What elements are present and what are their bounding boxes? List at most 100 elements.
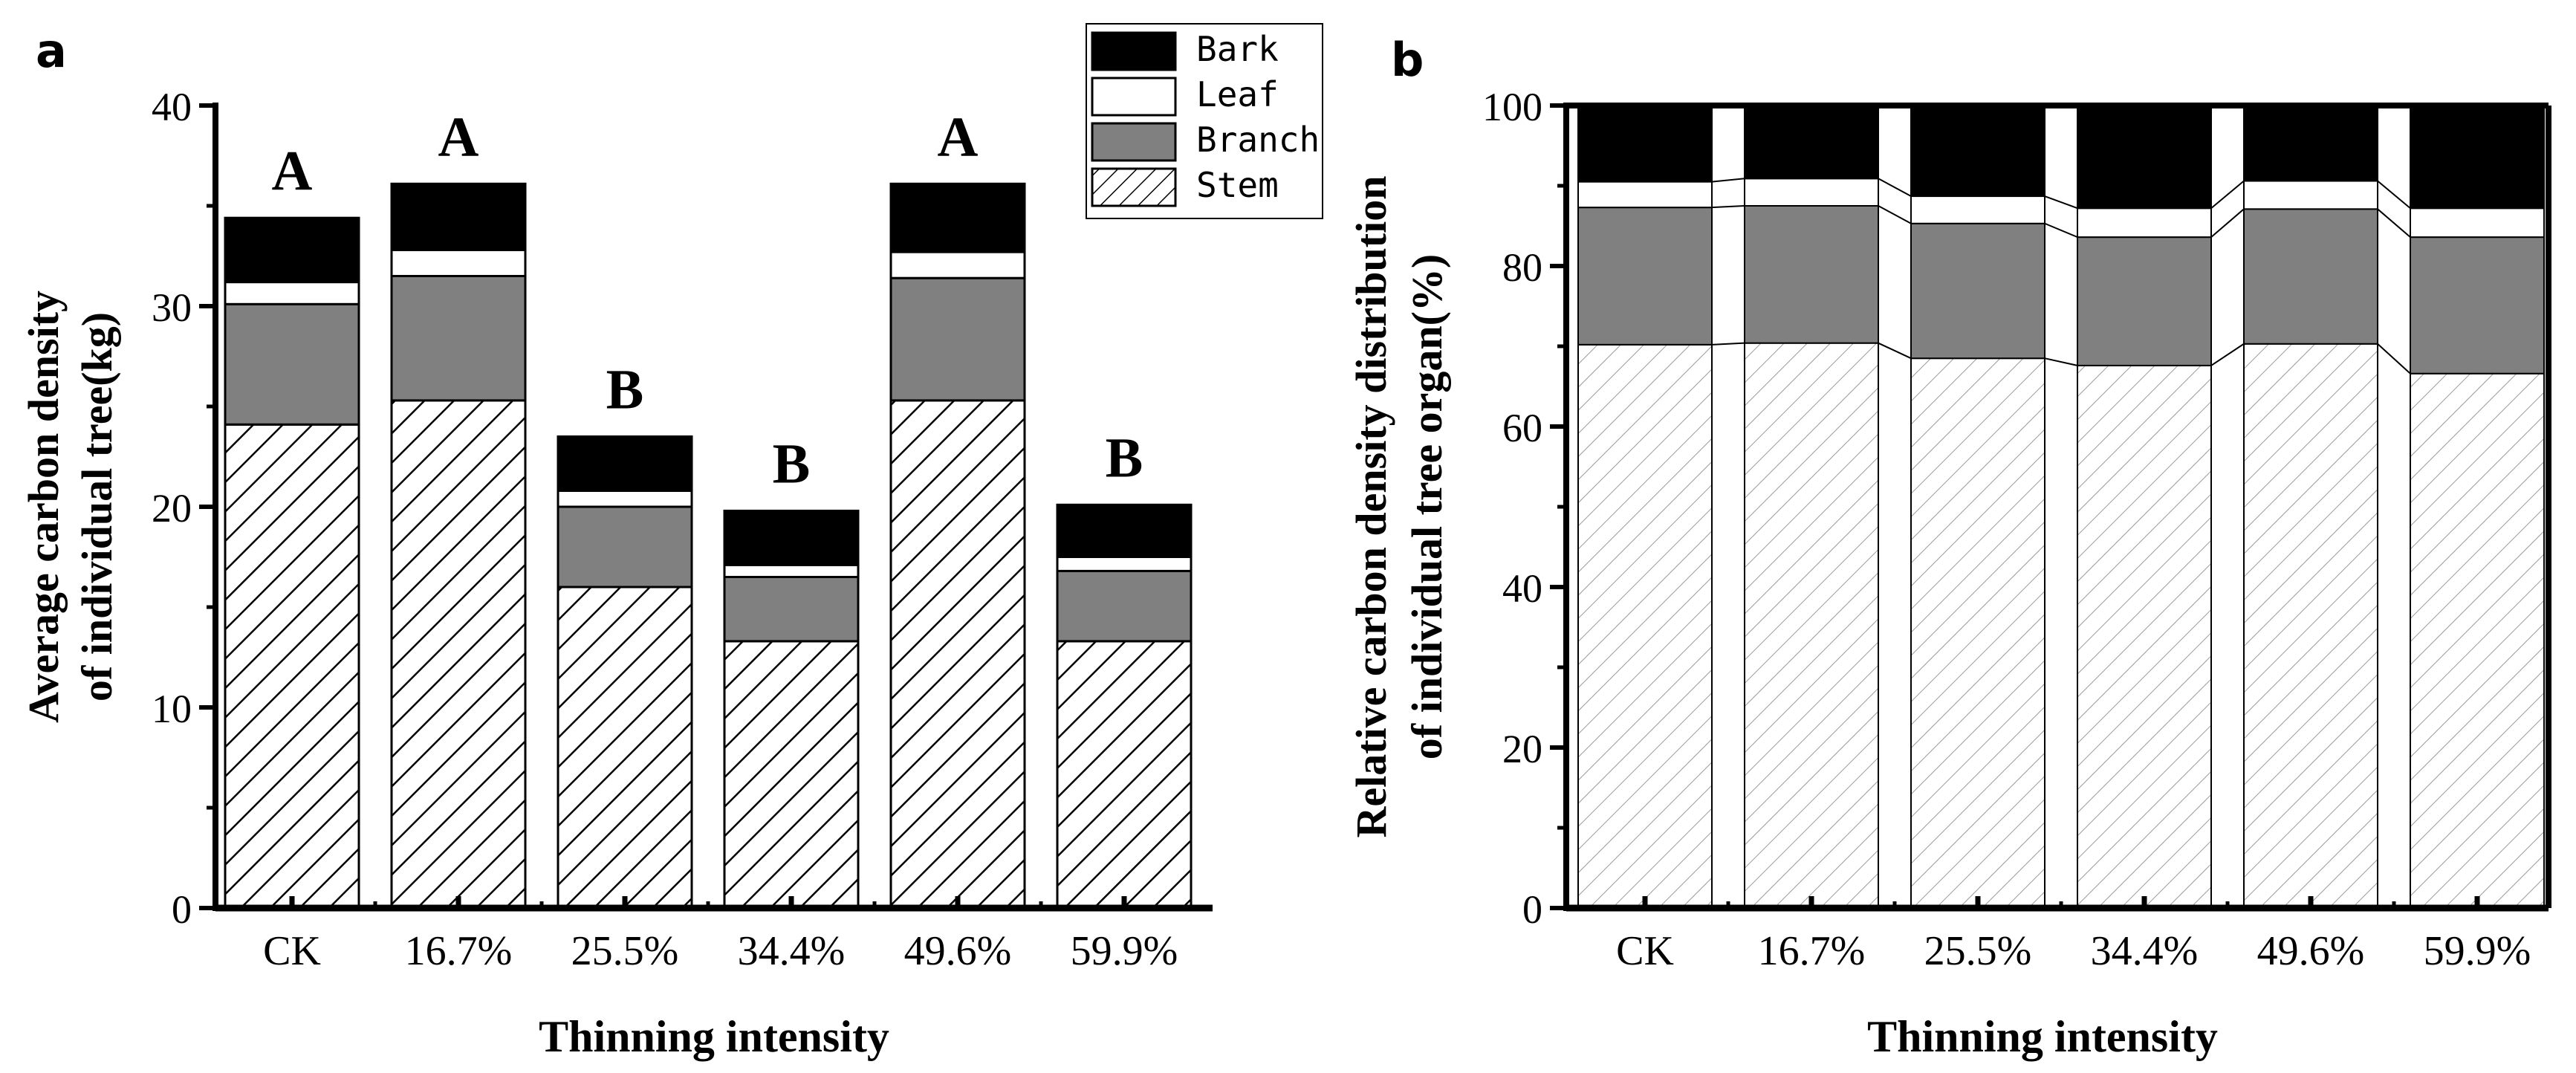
bar-leaf-1 <box>1577 181 1713 209</box>
legend-swatch-bark <box>1091 31 1177 71</box>
bar-branch-2 <box>390 275 527 402</box>
y-axis-title: Relative carbon density distribution <box>1347 176 1395 838</box>
connector-line <box>2044 357 2078 366</box>
x-tick-label: 49.6% <box>904 928 1012 974</box>
connector-line <box>2210 208 2245 238</box>
connector-line <box>1878 205 1912 224</box>
bar-bark-2 <box>390 182 527 251</box>
bar-bark-5 <box>889 182 1026 253</box>
bar-stem-1 <box>1577 343 1713 909</box>
x-tick-label: 59.9% <box>2424 928 2531 974</box>
bar-branch-6 <box>2410 236 2545 375</box>
bar-stem-2 <box>1744 342 1879 909</box>
connector-line <box>1878 342 1912 360</box>
connector-line <box>1711 178 1745 183</box>
y-tick-label: 0 <box>172 887 192 932</box>
bar-bark-6 <box>1056 503 1193 558</box>
legend: Bark Leaf Branch Stem <box>1086 23 1323 219</box>
connector-line <box>2377 208 2411 238</box>
bar-leaf-3 <box>1910 195 2045 224</box>
legend-label: Leaf <box>1196 74 1279 114</box>
x-tick-label: 34.4% <box>2091 928 2199 974</box>
y-tick-label: 20 <box>1502 727 1542 771</box>
x-tick-label: 59.9% <box>1071 928 1178 974</box>
bar-bark-3 <box>1910 105 2045 198</box>
bar-branch-3 <box>557 505 693 589</box>
x-axis-title: Thinning intensity <box>1867 1012 2218 1061</box>
bar-bark-3 <box>557 435 693 492</box>
connector-line <box>2377 180 2411 210</box>
significance-letter: B <box>606 359 644 421</box>
bar-leaf-5 <box>2243 180 2378 210</box>
bar-bark-4 <box>2077 105 2212 210</box>
significance-letter: A <box>938 106 979 168</box>
significance-letter: B <box>773 432 811 495</box>
connector-line <box>1711 342 1745 346</box>
legend-swatch-leaf <box>1091 77 1177 117</box>
bar-branch-5 <box>2243 208 2378 345</box>
panel-label-b: b <box>1391 33 1424 87</box>
connector-line <box>1878 178 1912 197</box>
bar-leaf-1 <box>224 281 360 305</box>
connector-line <box>2210 343 2245 366</box>
bar-stem-1 <box>224 423 360 910</box>
bar-bark-5 <box>2243 105 2378 182</box>
bar-branch-1 <box>1577 207 1713 346</box>
panel-a: A A B B A B 0 10 20 30 40 CK 16.7% 25.5% 34.4% 49.6% 59.… <box>19 85 1213 1061</box>
y-tick-label: 60 <box>1502 406 1542 450</box>
bar-stem-4 <box>723 640 860 910</box>
connector-line <box>2044 222 2078 239</box>
legend-swatch-stem <box>1091 167 1177 207</box>
bar-stem-3 <box>557 586 693 910</box>
connector-line <box>1711 205 1745 209</box>
bar-branch-5 <box>889 276 1026 402</box>
bar-leaf-2 <box>1744 178 1879 207</box>
bar-bark-2 <box>1744 105 1879 180</box>
bar-bark-4 <box>723 509 860 566</box>
legend-label: Bark <box>1196 29 1279 69</box>
bar-bark-1 <box>224 216 360 284</box>
x-tick-label: 49.6% <box>2257 928 2365 974</box>
y-tick-label: 30 <box>152 285 192 330</box>
bar-stem-5 <box>2243 343 2378 909</box>
x-tick-label: CK <box>263 928 321 974</box>
legend-swatch-branch <box>1091 122 1177 162</box>
y-axis-title: of individual tree organ(%) <box>1403 254 1451 759</box>
x-tick-label: 25.5% <box>1924 928 2032 974</box>
bar-stem-4 <box>2077 364 2212 910</box>
bar-stem-6 <box>2410 372 2545 910</box>
bar-stem-6 <box>1056 640 1193 910</box>
x-tick-label: 16.7% <box>1758 928 1866 974</box>
bar-leaf-4 <box>2077 207 2212 239</box>
y-tick-label: 80 <box>1502 245 1542 290</box>
y-tick-label: 0 <box>1522 887 1542 932</box>
x-axis-title: Thinning intensity <box>539 1012 889 1061</box>
bar-leaf-4 <box>723 563 860 578</box>
bar-branch-4 <box>723 576 860 643</box>
x-tick-label: 25.5% <box>571 928 679 974</box>
bar-bark-6 <box>2410 105 2545 210</box>
significance-letter: B <box>1106 427 1143 489</box>
bar-leaf-6 <box>2410 207 2545 239</box>
y-axis-title: Average carbon density <box>19 291 68 723</box>
y-tick-label: 10 <box>152 687 192 731</box>
y-tick-label: 100 <box>1482 85 1542 129</box>
bar-leaf-6 <box>1056 556 1193 572</box>
y-axis-title: of individual tree(kg) <box>73 312 121 701</box>
panel-b: 0 20 40 60 80 100 CK 16.7% 25.5% 34.4% 49.6% 59.9% T… <box>1347 85 2551 1061</box>
legend-label: Stem <box>1196 165 1279 205</box>
bar-leaf-3 <box>557 489 693 508</box>
bar-branch-3 <box>1910 222 2045 360</box>
bar-stem-2 <box>390 399 527 910</box>
bar-stem-3 <box>1910 357 2045 909</box>
y-tick-label: 40 <box>152 85 192 129</box>
significance-letter: A <box>438 106 479 168</box>
x-tick-label: CK <box>1616 928 1674 974</box>
bar-bark-1 <box>1577 105 1713 183</box>
y-tick-label: 40 <box>1502 566 1542 611</box>
connector-line <box>2210 180 2245 210</box>
connector-line <box>2044 195 2078 210</box>
bar-leaf-2 <box>390 248 527 277</box>
significance-letter: A <box>272 140 313 202</box>
y-tick-label: 20 <box>152 486 192 531</box>
